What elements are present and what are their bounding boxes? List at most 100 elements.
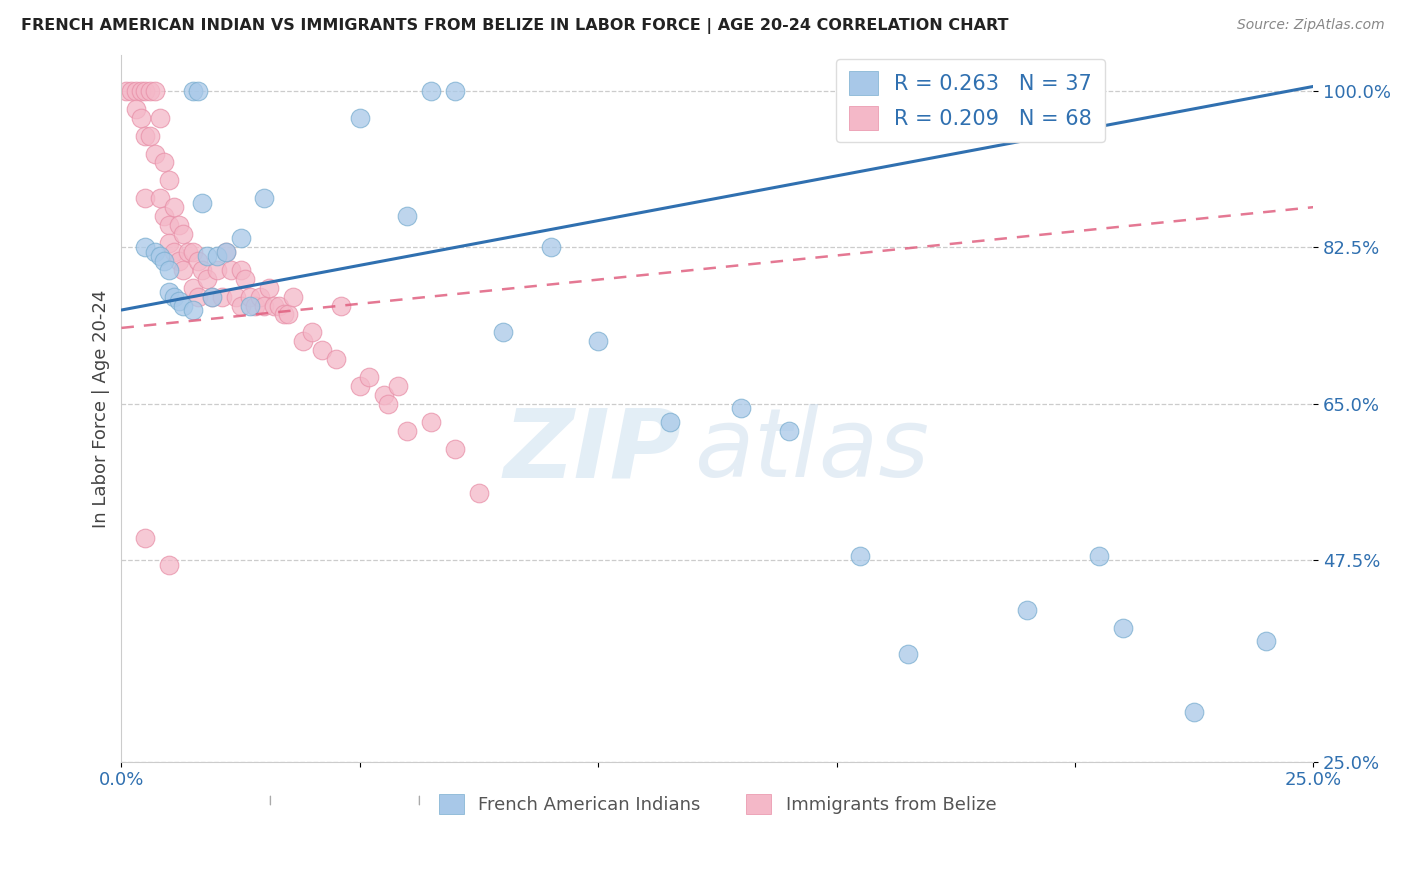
Point <box>201 290 224 304</box>
Point <box>359 370 381 384</box>
Point <box>134 531 156 545</box>
Point <box>229 262 252 277</box>
Point <box>301 326 323 340</box>
Point <box>157 218 180 232</box>
Point <box>143 84 166 98</box>
Point <box>163 290 186 304</box>
Text: FRENCH AMERICAN INDIAN VS IMMIGRANTS FROM BELIZE IN LABOR FORCE | AGE 20-24 CORR: FRENCH AMERICAN INDIAN VS IMMIGRANTS FRO… <box>21 18 1008 34</box>
Point <box>658 415 681 429</box>
Point <box>143 146 166 161</box>
Point <box>148 249 170 263</box>
Point <box>468 486 491 500</box>
Point <box>377 397 399 411</box>
Point <box>243 299 266 313</box>
Point <box>778 424 800 438</box>
Point <box>229 299 252 313</box>
Point <box>129 84 152 98</box>
Point <box>191 195 214 210</box>
Point <box>235 271 257 285</box>
Point <box>177 244 200 259</box>
Point <box>187 253 209 268</box>
Point <box>134 240 156 254</box>
Text: atlas: atlas <box>693 404 928 498</box>
Point <box>257 280 280 294</box>
Point <box>420 415 443 429</box>
Point <box>125 84 148 98</box>
Point <box>125 102 148 116</box>
Point <box>444 84 467 98</box>
Point <box>167 294 190 309</box>
Point <box>263 299 285 313</box>
Point <box>349 379 371 393</box>
Point <box>444 442 467 456</box>
Point <box>181 303 204 318</box>
Point <box>120 84 142 98</box>
Point <box>849 549 872 563</box>
Text: Source: ZipAtlas.com: Source: ZipAtlas.com <box>1237 18 1385 32</box>
Point <box>187 84 209 98</box>
Point <box>311 343 333 358</box>
Point <box>181 84 204 98</box>
Point <box>157 235 180 250</box>
Point <box>134 191 156 205</box>
Point <box>1017 602 1039 616</box>
Point <box>396 209 419 223</box>
Point <box>281 290 304 304</box>
Point <box>225 290 247 304</box>
Point <box>239 290 262 304</box>
Point <box>172 227 194 241</box>
Point <box>273 308 295 322</box>
Point <box>195 249 218 263</box>
Point <box>253 191 276 205</box>
Point <box>420 84 443 98</box>
Point <box>492 326 515 340</box>
Point <box>325 352 347 367</box>
Point <box>115 84 138 98</box>
Point <box>163 200 186 214</box>
Point <box>167 253 190 268</box>
Point <box>191 262 214 277</box>
Point <box>157 558 180 572</box>
Point <box>349 111 371 125</box>
Point <box>329 299 352 313</box>
Text: ZIP: ZIP <box>503 404 682 498</box>
Point <box>139 128 162 143</box>
Point <box>134 128 156 143</box>
Point <box>201 290 224 304</box>
Point <box>157 285 180 300</box>
Point <box>134 84 156 98</box>
Point <box>249 290 271 304</box>
Point <box>1111 620 1133 634</box>
Point <box>387 379 409 393</box>
Point <box>195 271 218 285</box>
Point <box>129 111 152 125</box>
Point <box>181 280 204 294</box>
Y-axis label: In Labor Force | Age 20-24: In Labor Force | Age 20-24 <box>93 289 110 527</box>
Point <box>253 299 276 313</box>
Point <box>215 244 238 259</box>
Point <box>219 262 242 277</box>
Point <box>143 244 166 259</box>
Legend: French American Indians, Immigrants from Belize: French American Indians, Immigrants from… <box>427 783 1007 825</box>
Point <box>187 290 209 304</box>
Point <box>163 244 186 259</box>
Point <box>153 155 176 169</box>
Point <box>897 648 920 662</box>
Point <box>1087 549 1109 563</box>
Point <box>148 191 170 205</box>
Point <box>139 84 162 98</box>
Point <box>277 308 299 322</box>
Point <box>229 231 252 245</box>
Point <box>267 299 290 313</box>
Point <box>172 299 194 313</box>
Point <box>291 334 314 349</box>
Point <box>1254 634 1277 648</box>
Point <box>153 253 176 268</box>
Point <box>215 244 238 259</box>
Point <box>153 209 176 223</box>
Point <box>396 424 419 438</box>
Point <box>1182 706 1205 720</box>
Point <box>148 111 170 125</box>
Point <box>181 244 204 259</box>
Point <box>540 240 562 254</box>
